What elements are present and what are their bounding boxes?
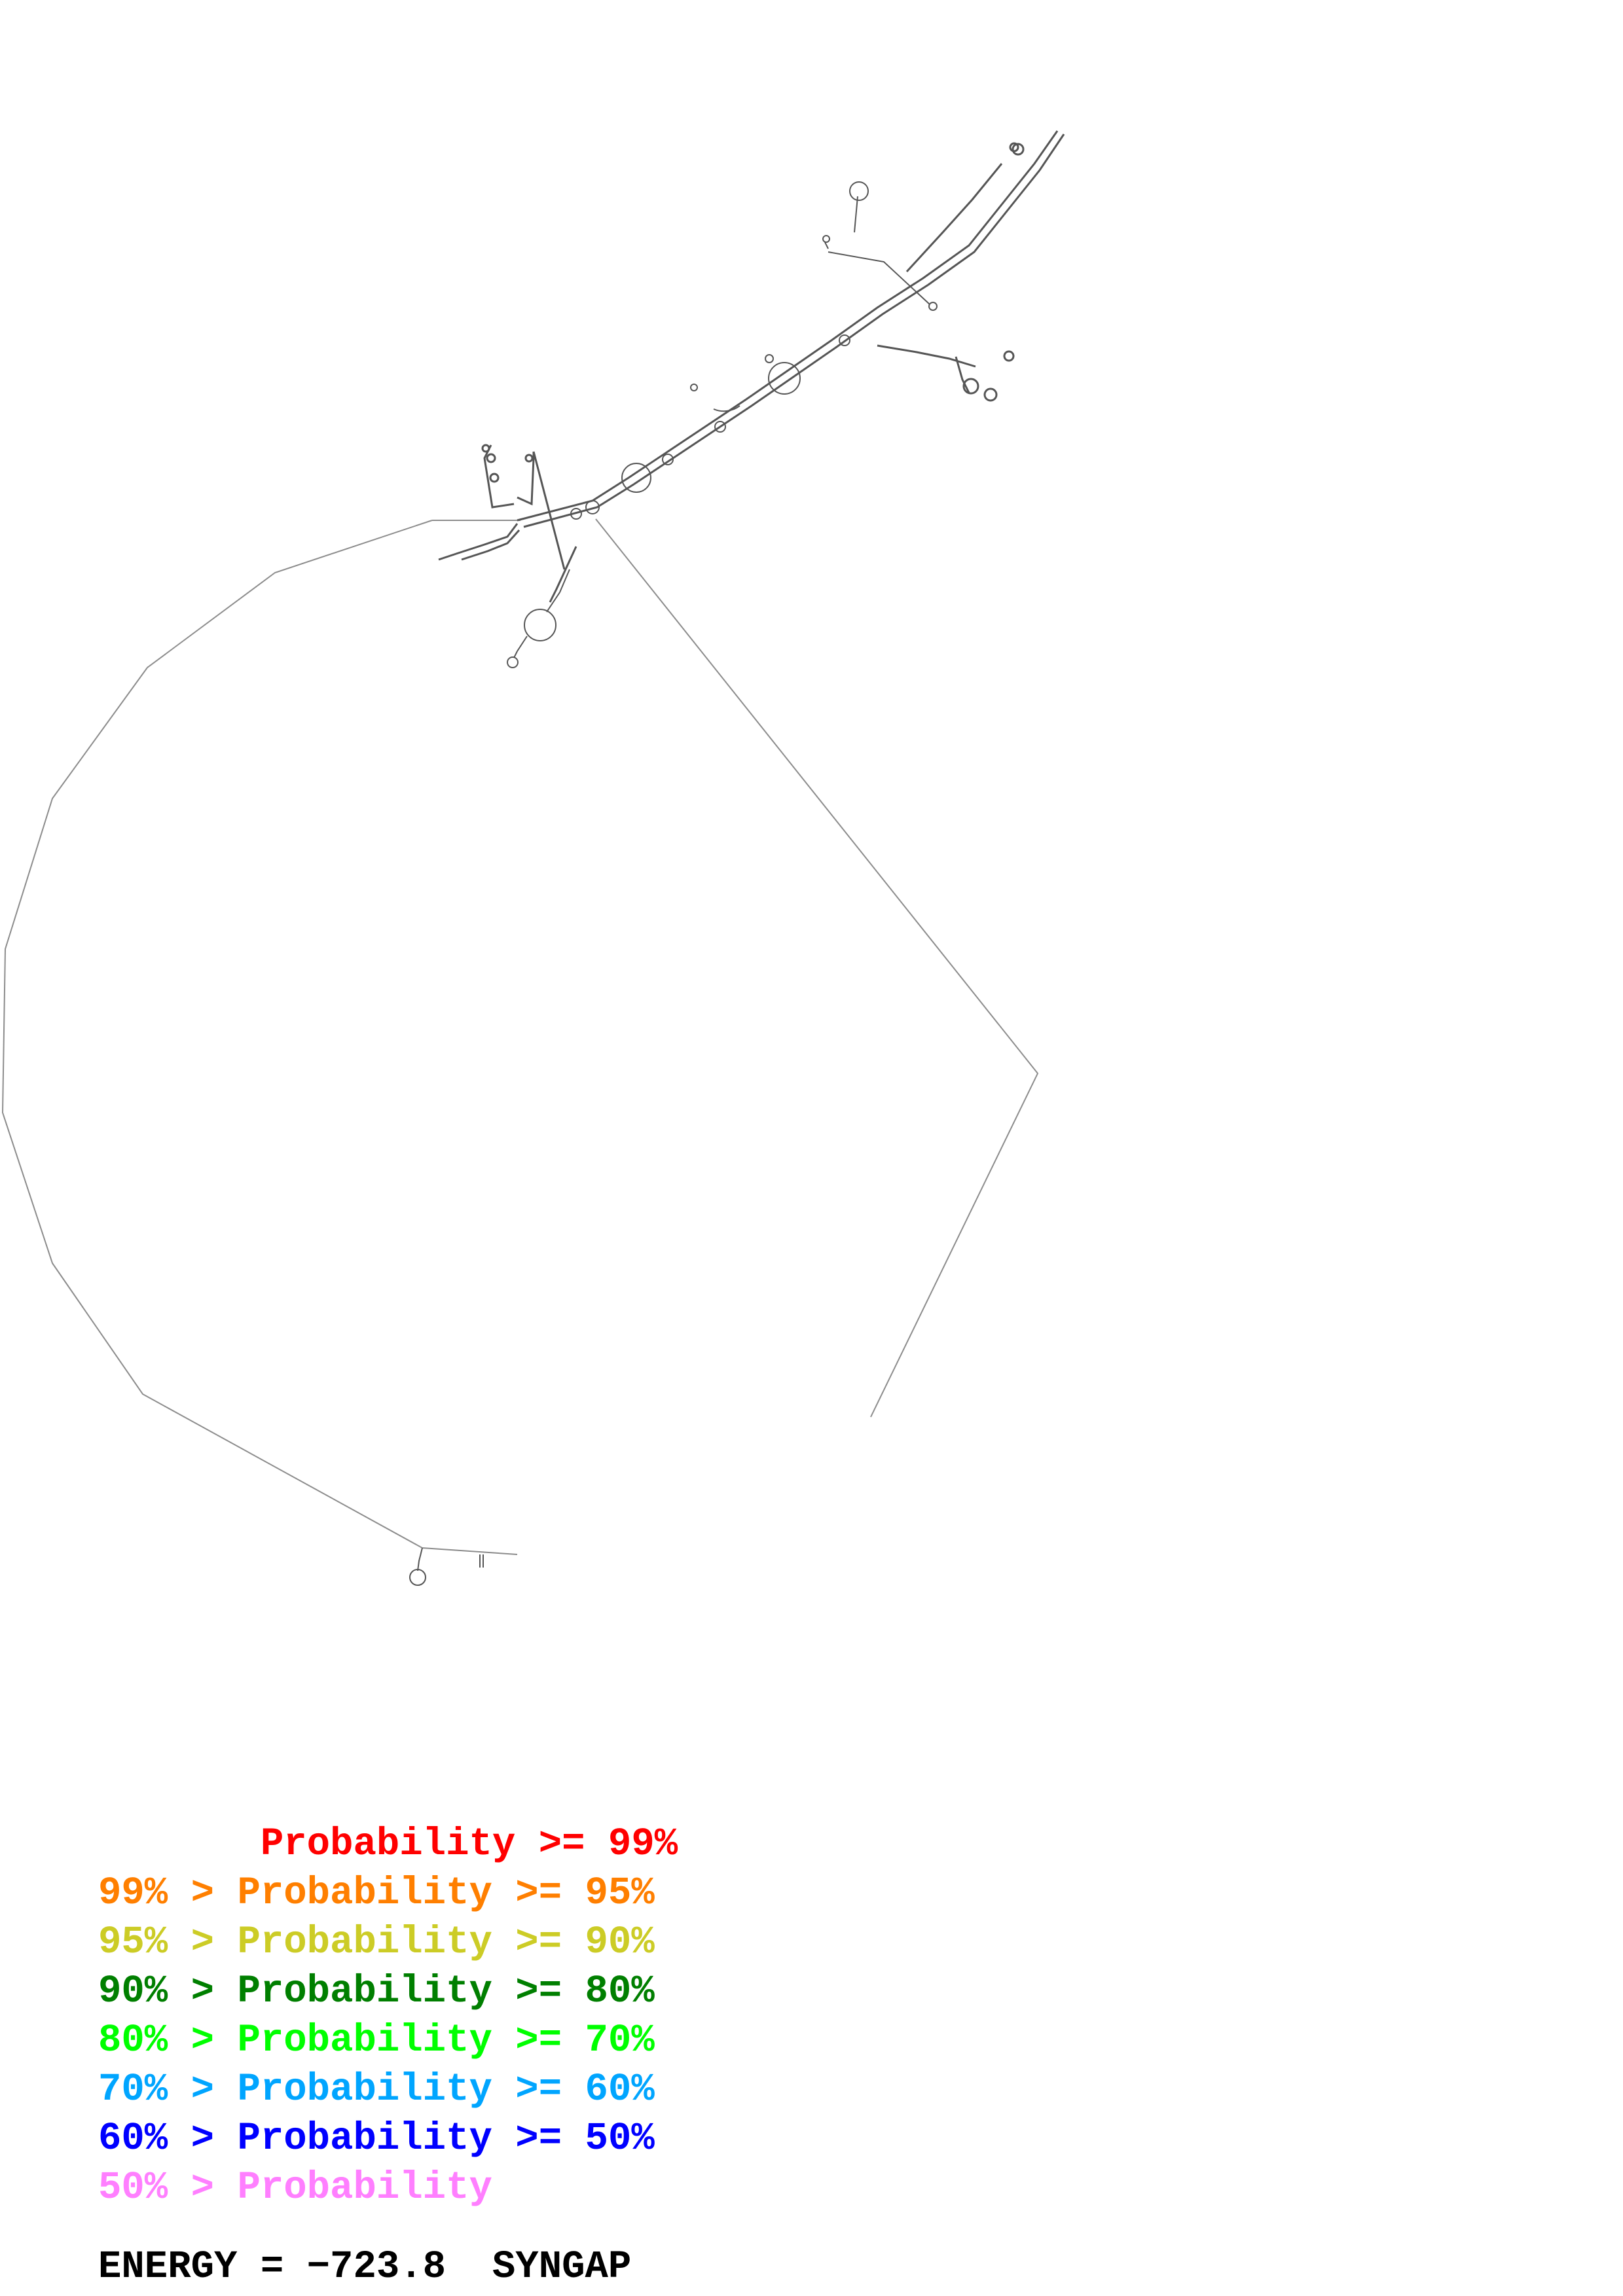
legend-row: 60% > Probability >= 50% — [98, 2114, 678, 2163]
legend-row: 99% > Probability >= 95% — [98, 1869, 678, 1918]
legend-row: 80% > Probability >= 70% — [98, 2016, 678, 2065]
lower-left-branch — [507, 569, 570, 668]
probability-legend: Probability >= 99% 99% > Probability >= … — [98, 1820, 678, 2212]
legend-label: Probability >= 99% — [260, 1822, 678, 1866]
legend-label: Probability >= 80% — [237, 1969, 655, 2013]
legend-row: 50% > Probability — [98, 2163, 678, 2212]
legend-prefix: 99% > — [98, 1871, 238, 1915]
legend-row: 90% > Probability >= 80% — [98, 1967, 678, 2016]
legend-prefix: 70% > — [98, 2068, 238, 2111]
legend-prefix: 95% > — [98, 1920, 238, 1964]
energy-separator — [446, 2245, 492, 2289]
legend-prefix: 50% > — [98, 2166, 238, 2210]
legend-label: Probability — [237, 2166, 492, 2210]
energy-value: −723.8 — [306, 2245, 447, 2289]
legend-prefix: 60% > — [98, 2117, 238, 2161]
legend-row: 95% > Probability >= 90% — [98, 1918, 678, 1967]
legend-row: Probability >= 99% — [98, 1820, 678, 1869]
legend-row: 70% > Probability >= 60% — [98, 2065, 678, 2114]
energy-label: ENERGY = — [98, 2245, 307, 2289]
legend-label: Probability >= 70% — [237, 2018, 655, 2062]
energy-readout: ENERGY = −723.8 SYNGAP — [98, 2245, 631, 2289]
legend-label: Probability >= 60% — [237, 2068, 655, 2111]
upper-right-branch — [905, 142, 1025, 273]
right-middle-branch — [877, 344, 1015, 402]
legend-prefix — [98, 1822, 261, 1866]
rna-secondary-structure-diagram — [1, 130, 1065, 1586]
main-stem — [517, 130, 1065, 528]
backbone-loop — [1, 520, 518, 1555]
structure-name: SYNGAP — [492, 2245, 632, 2289]
legend-prefix: 80% > — [98, 2018, 238, 2062]
legend-label: Probability >= 50% — [237, 2117, 655, 2161]
left-branches — [438, 444, 577, 603]
bottom-hairpin — [409, 1547, 484, 1586]
stem-loops — [570, 334, 850, 520]
legend-label: Probability >= 90% — [237, 1920, 655, 1964]
legend-label: Probability >= 95% — [237, 1871, 655, 1915]
legend-prefix: 90% > — [98, 1969, 238, 2013]
backbone-return — [595, 518, 1039, 1418]
top-branch — [822, 181, 938, 311]
